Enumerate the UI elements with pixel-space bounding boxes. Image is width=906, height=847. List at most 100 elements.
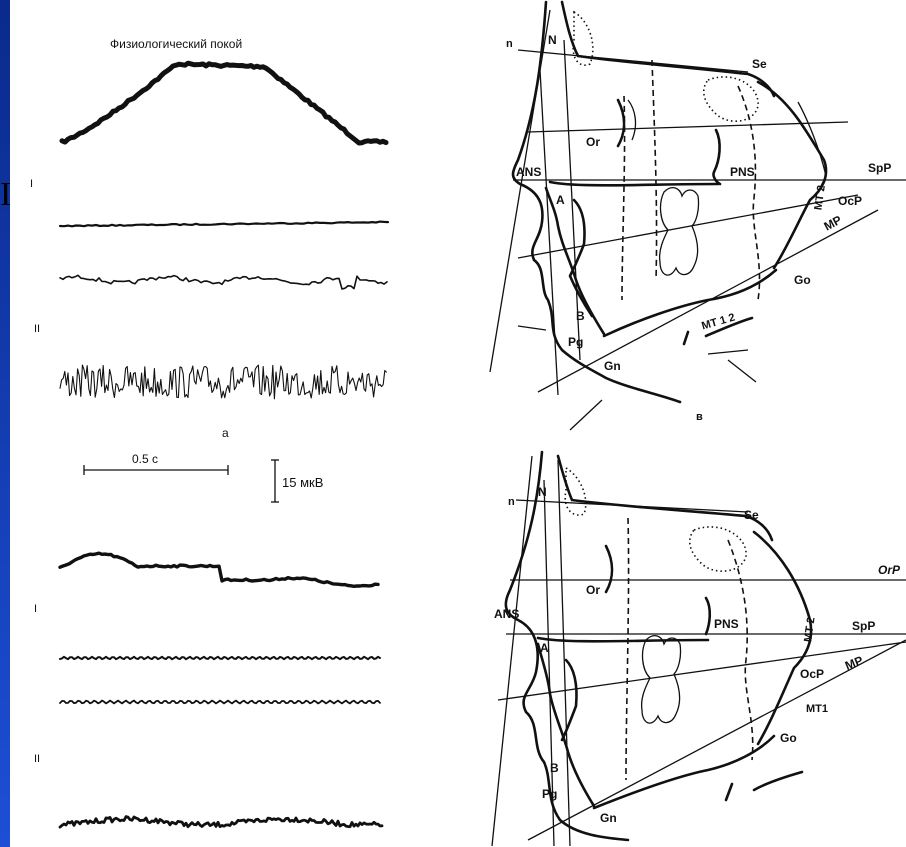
ceph-tracing-top: n N Se Or ANS PNS SpP OcP MP MT 2 A Go B… <box>489 0 906 431</box>
cephalometric-panel: n N Se Or ANS PNS SpP OcP MP MT 2 A Go B… <box>458 0 906 847</box>
label-Gn-top: Gn <box>604 359 621 373</box>
orbit-top <box>616 98 626 148</box>
label-Pg-bottom: Pg <box>542 787 557 801</box>
label-ANS-top: ANS <box>516 165 541 179</box>
incisor-profile-bottom <box>536 642 596 808</box>
label-PNS-top: PNS <box>730 165 755 179</box>
emg-label-a: а <box>222 426 229 440</box>
line-mp-bottom <box>527 639 906 841</box>
line-facial-2-bottom <box>543 479 555 847</box>
mandible-lower-border-bottom <box>592 734 776 810</box>
line-ocp-bottom <box>497 641 906 701</box>
time-scale-label: 0.5 с <box>132 452 158 466</box>
dashed-line-2-top <box>651 59 658 281</box>
label-SpP-bottom: SpP <box>852 619 875 633</box>
mt-arrows-top <box>707 349 757 383</box>
ceph-tracing-bottom: n N Se Or OrP ANS PNS SpP OcP MP MT1 MT … <box>491 450 906 847</box>
line-facial-3 <box>563 39 581 361</box>
label-Se-bottom: Se <box>744 508 759 522</box>
soft-tissue-profile-top <box>511 0 682 404</box>
label-A-bottom: A <box>540 641 549 655</box>
upper-incisor-top <box>568 198 594 318</box>
ramus-back-top <box>797 101 827 189</box>
line-n-se <box>517 49 749 73</box>
label-SpP-top: SpP <box>868 161 891 175</box>
emg-trace-I-top-1 <box>58 220 390 228</box>
upper-incisor-bottom <box>560 658 578 742</box>
dashed-line-1-top <box>621 95 626 301</box>
cranial-base-bottom <box>556 454 774 542</box>
emg-trace-II-top <box>59 364 387 400</box>
label-N-bottom: N <box>538 485 547 499</box>
mt-marker-top <box>682 316 754 346</box>
label-n-top: n <box>506 38 513 50</box>
line-facial-2 <box>539 69 559 396</box>
emg-trace-II-bottom <box>58 815 384 829</box>
label-Or-bottom: Or <box>586 583 600 597</box>
label-OcP-top: OcP <box>838 194 862 208</box>
label-Pg-top: Pg <box>568 335 583 349</box>
dashed-line-2-bottom <box>727 539 754 761</box>
label-MP-bottom: MP <box>843 653 865 673</box>
ramus-top <box>756 80 828 270</box>
emg-trace-rest-bottom <box>58 551 380 588</box>
label-OrP-bottom: OrP <box>878 563 901 577</box>
palate-bottom <box>536 636 710 643</box>
sella-turcica-top <box>702 76 759 122</box>
pterygomaxillary-fissure-bottom <box>704 596 712 636</box>
label-MT1-bottom: MT1 <box>806 703 828 715</box>
molar-top <box>658 186 700 276</box>
cranial-base-top <box>560 0 776 98</box>
label-MT2-bottom: MT 2 <box>802 616 817 642</box>
label-n-bottom: n <box>508 496 515 508</box>
label-B-top: B <box>576 309 585 323</box>
molar-bottom <box>640 634 682 724</box>
panel-letter-top: в <box>696 411 703 423</box>
label-Go-bottom: Go <box>780 731 797 745</box>
emg-trace-rest-top <box>59 60 389 146</box>
palate-top <box>548 180 720 187</box>
soft-tissue-profile-bottom <box>504 450 630 842</box>
emg-recordings-panel: Физиологический покой I II а 0.5 с 15 мк… <box>10 0 458 847</box>
label-Se-top: Se <box>752 57 767 71</box>
slide-side-letter: I <box>0 176 12 213</box>
time-scale-bar <box>83 465 229 475</box>
orbit-inner-top <box>627 99 637 141</box>
sella-turcica-bottom <box>688 526 747 572</box>
emg-title: Физиологический покой <box>110 37 242 51</box>
emg-trace-I-bottom-2 <box>59 699 381 705</box>
ramus-bottom <box>752 530 813 746</box>
dashed-line-1-bottom <box>625 517 630 781</box>
label-PNS-bottom: PNS <box>714 617 739 631</box>
emg-trace-I-bottom-1 <box>59 655 381 661</box>
amplitude-scale-bar <box>271 459 279 503</box>
incisor-profile-top <box>544 186 606 336</box>
label-OcP-bottom: OcP <box>800 667 824 681</box>
line-frankfort <box>527 121 849 133</box>
label-Or-top: Or <box>586 135 600 149</box>
emg-label-I-top: I <box>30 178 33 190</box>
dashed-line-3-top <box>737 85 761 301</box>
nasal-bone-top <box>572 10 594 66</box>
pterygomaxillary-fissure-top <box>712 128 722 186</box>
label-Go-top: Go <box>794 273 811 287</box>
label-Gn-bottom: Gn <box>600 811 617 825</box>
label-N-top: N <box>548 33 557 47</box>
label-B-bottom: B <box>550 761 559 775</box>
ceph-figure: n N Se Or ANS PNS SpP OcP MP MT 2 A Go B… <box>489 0 906 847</box>
arrow-bottom-top <box>569 399 603 431</box>
mandible-lower-border-top <box>602 268 778 338</box>
emg-label-II-bottom: II <box>34 753 40 765</box>
emg-label-II-top: II <box>34 323 40 335</box>
label-A-top: A <box>556 193 565 207</box>
emg-figure: Физиологический покой I II а 0.5 с 15 мк… <box>30 37 390 829</box>
line-facial-1-bottom <box>491 455 533 847</box>
line-facial-3-bottom <box>557 459 571 847</box>
label-ANS-bottom: ANS <box>494 607 519 621</box>
amplitude-scale-label: 15 мкВ <box>282 475 323 490</box>
emg-trace-I-top-2 <box>59 274 388 290</box>
orbit-bottom <box>604 544 614 594</box>
label-MT2-top: MT 2 <box>812 184 827 210</box>
mt-marker-bottom <box>724 770 804 802</box>
